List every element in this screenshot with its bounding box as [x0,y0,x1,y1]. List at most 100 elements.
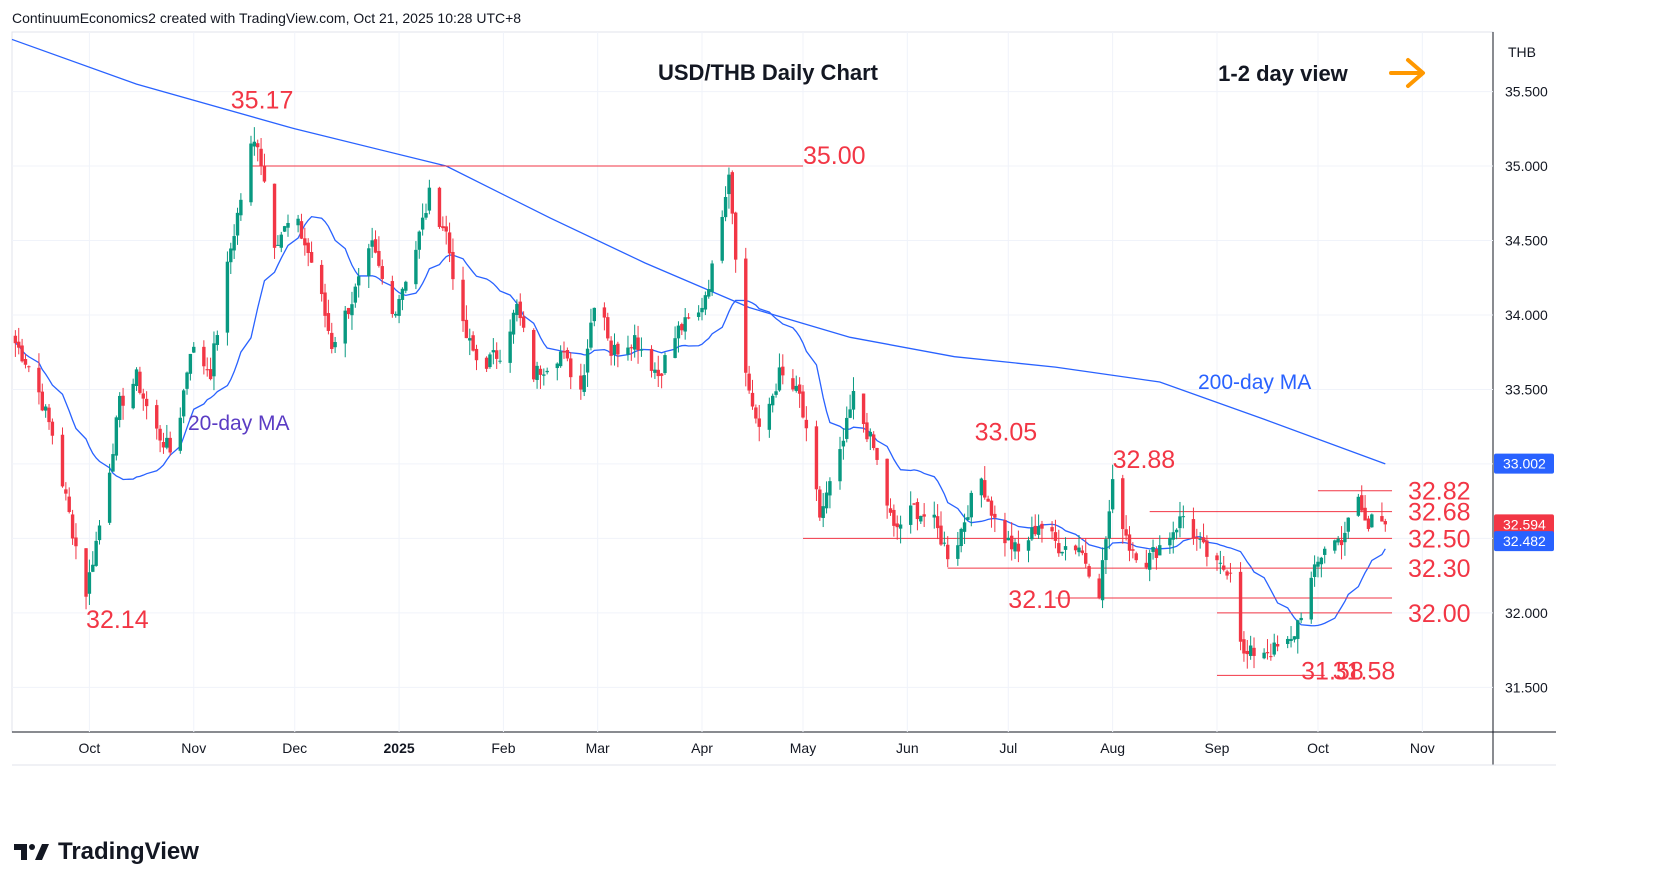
candle-body [585,348,590,373]
candle-body [161,441,166,448]
candle-body [700,307,704,313]
candle-body [1339,539,1344,546]
candle-body [626,347,630,355]
arrow-right-icon [1389,58,1425,88]
candle-body [373,239,378,253]
candle-body [1225,571,1229,576]
candle-body [582,375,586,392]
candle-body [912,503,916,505]
candle-body [121,395,125,406]
candle-body [592,307,597,322]
candle-body [1228,572,1233,574]
candle-body [1218,562,1223,564]
level-label-31.58: 31.58 [1333,657,1396,685]
candle-body [1275,644,1280,647]
x-tick-label: 2025 [384,740,415,756]
candle-body [134,369,139,387]
candle-body [437,187,442,227]
candle-body [895,523,899,528]
candle-body [202,346,206,367]
candle-body [1060,551,1064,554]
candle-body [484,357,489,369]
candle-body [474,348,479,361]
time-axis[interactable]: Oct Nov Dec 2025 Feb Mar Apr May Jun Jul Aug Sep Oct… [79,740,1435,756]
candles [13,127,1387,669]
candle-body [932,514,936,518]
y-tick-label: 33.500 [1505,381,1548,397]
candle-body [1289,638,1293,642]
candle-body [1383,521,1387,525]
candle-body [279,234,283,248]
candle-body [888,508,893,513]
candle-body [653,369,657,373]
candle-body [1336,538,1340,543]
candle-body [1080,550,1085,554]
candle-body [1370,514,1374,528]
candle-body [380,266,384,279]
tradingview-brand: TradingView [58,838,199,865]
candle-body [50,421,55,436]
candle-body [754,407,758,419]
annotation-32.88: 32.88 [1113,446,1176,474]
candle-body [1168,537,1172,546]
candle-body [986,498,990,502]
candle-body [168,437,172,453]
candle-body [1084,552,1088,564]
candle-body [1104,539,1108,561]
candle-body [1380,516,1384,522]
candle-body [875,447,879,460]
candle-body [649,348,654,371]
candle-body [898,524,903,529]
x-tick-label: Nov [181,740,206,756]
x-tick-label: Dec [282,740,307,756]
candle-body [370,240,374,247]
candle-body [249,143,253,203]
candle-body [659,373,664,376]
tradingview-footer[interactable]: TradingView [14,838,199,866]
candle-body [515,303,519,316]
x-tick-label: Oct [79,740,101,756]
candle-body [13,335,18,344]
candle-body [861,393,866,425]
candle-body [111,454,115,472]
candle-body [821,506,825,518]
candle-body [185,372,189,389]
candle-body [983,480,987,498]
candle-body [91,564,95,572]
candle-body [286,222,290,228]
candle-body [1333,540,1337,551]
candle-body [545,370,549,373]
candle-body [871,434,876,449]
candle-body [1238,571,1243,642]
last-price-badge-bg [1494,514,1554,535]
candle-body [27,366,31,368]
candle-body [178,417,182,451]
candle-body [488,354,492,368]
candle-body [37,367,41,393]
y-tick-label: 35.000 [1505,158,1548,174]
candle-body [1248,645,1253,656]
candle-body [1195,536,1199,538]
candle-body [40,391,44,411]
candle-body [1134,553,1138,561]
candle-body [451,251,455,280]
candle-body [205,369,209,371]
candle-body [919,515,923,522]
candle-body [562,351,566,353]
candle-body [791,378,795,390]
candle-body [390,281,395,315]
candle-body [797,384,802,394]
candle-body [494,350,499,359]
candle-body [296,218,300,226]
candle-body [747,373,751,391]
candle-body [367,248,371,276]
candle-body [733,212,738,260]
candle-body [74,537,78,547]
candle-body [1262,652,1266,659]
candle-body [1006,537,1011,541]
candle-body [394,313,398,316]
candle-body [441,226,445,229]
annotation-32.10: 32.10 [1008,586,1071,614]
price-axis[interactable]: 31.50032.00032.50033.00033.50034.00034.5… [1505,84,1548,696]
